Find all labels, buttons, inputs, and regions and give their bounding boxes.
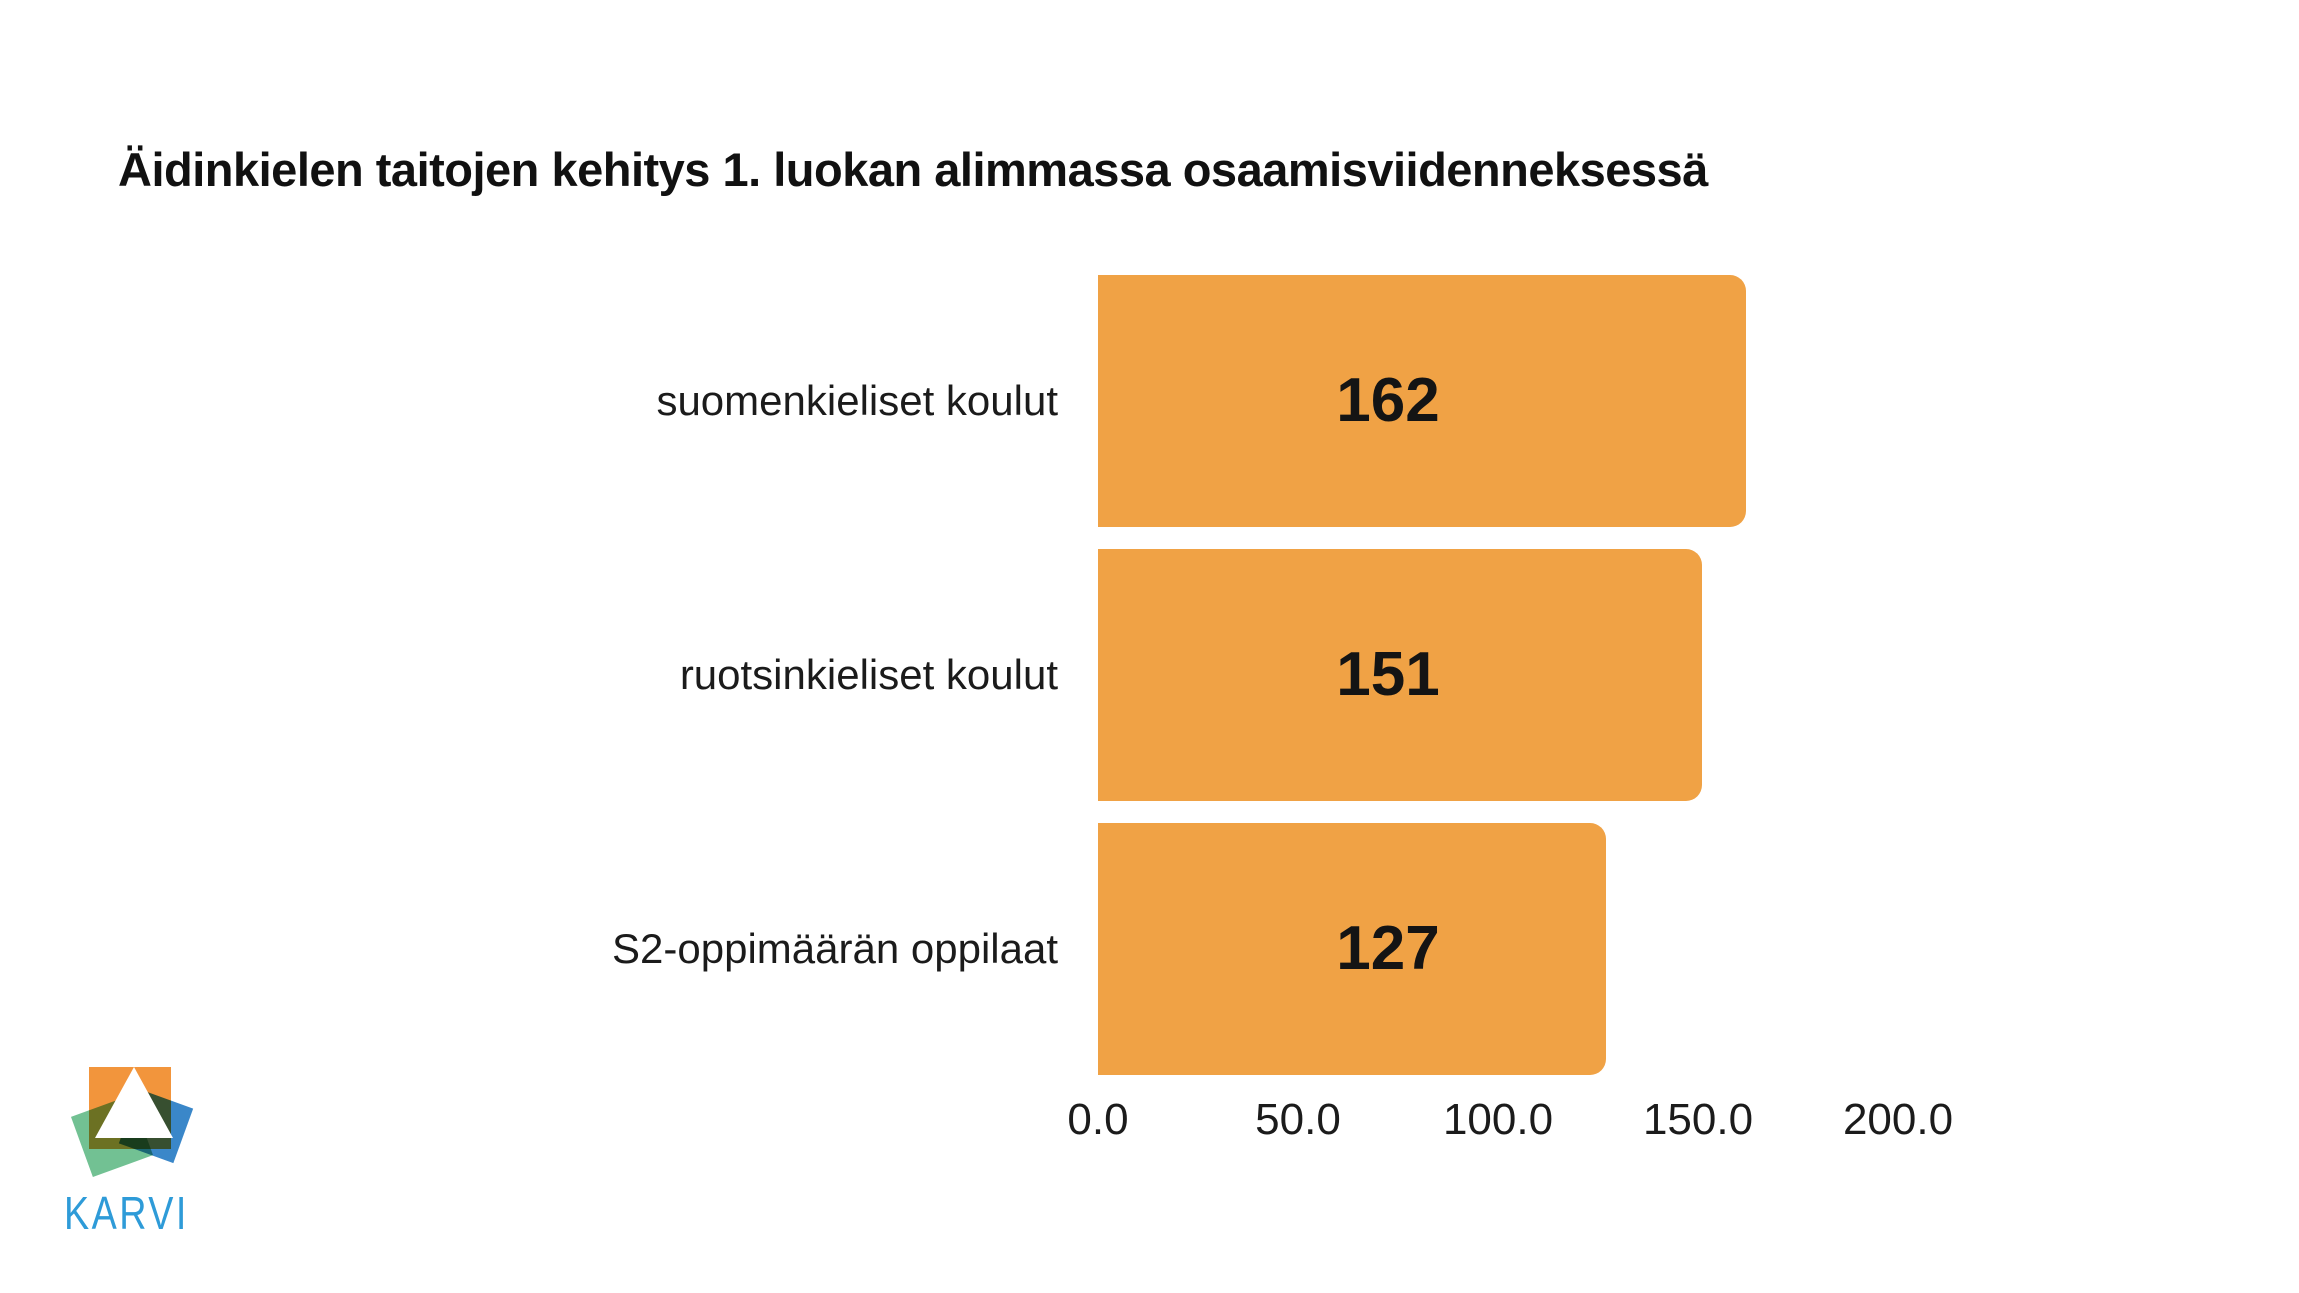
bar <box>1098 549 1702 801</box>
bar-value-label: 151 <box>1336 640 1440 709</box>
category-label: ruotsinkieliset koulut <box>679 651 1058 698</box>
x-tick-label: 50.0 <box>1255 1095 1341 1144</box>
category-label: suomenkieliset koulut <box>656 377 1058 424</box>
chart-title: Äidinkielen taitojen kehitys 1. luokan a… <box>118 143 1708 196</box>
x-tick-label: 150.0 <box>1642 1095 1754 1144</box>
bar <box>1098 823 1606 1075</box>
logo-white-triangle <box>95 1067 173 1138</box>
x-tick-label: 200.0 <box>1842 1095 1954 1144</box>
x-tick-label: 0.0 <box>1067 1095 1129 1144</box>
karvi-logo-text: KARVI <box>64 1187 189 1239</box>
bar-value-label: 162 <box>1336 366 1440 435</box>
bar <box>1098 275 1746 527</box>
bar-value-label: 127 <box>1336 914 1440 983</box>
category-label: S2-oppimäärän oppilaat <box>612 925 1058 972</box>
x-tick-label: 100.0 <box>1442 1095 1554 1144</box>
karvi-logo-icon <box>70 1067 194 1178</box>
